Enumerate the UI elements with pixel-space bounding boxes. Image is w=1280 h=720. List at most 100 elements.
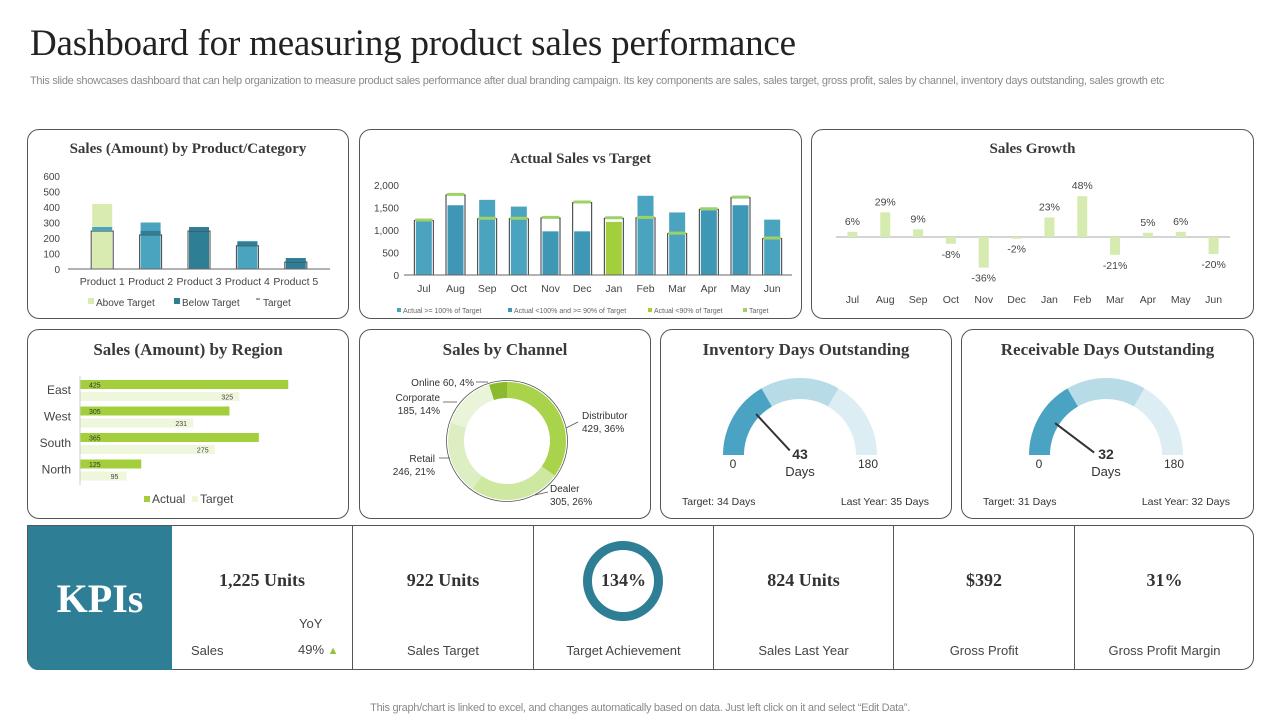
actual-bar [447,205,464,275]
data-label: 29% [875,196,896,208]
y-tick-label: 200 [43,234,60,245]
page-title: Dashboard for measuring product sales pe… [30,23,796,64]
x-tick-label: Feb [636,283,654,295]
legend-label: Above Target [96,298,155,309]
x-tick-label: Dec [573,283,592,295]
actual-vs-target-panel: Actual Sales vs Target 0 500 1,000 1,500 2,0… [359,129,802,319]
gauge-last-year-text: Last Year: 35 Days [841,496,929,508]
x-tick-label: Product 2 [128,276,173,288]
actual-bar [80,433,259,442]
y-tick-label: 100 [43,250,60,261]
inventory-gauge: 0 180 43 Days Target: 34 Days Last Year: 35 D… [682,378,929,508]
data-label: 6% [1173,216,1188,228]
kpi-strip: KPIs 1,225 Units YoY Sales 49% ▲ 922 Uni… [27,525,1254,670]
x-tick-label: Aug [876,294,895,306]
gauge-value: 43 [792,446,808,462]
legend-swatch [743,308,747,312]
actual-bar [542,231,559,275]
donut-slice [450,384,494,428]
actual-bar [764,219,781,275]
slice-value: 185, 14% [398,406,440,417]
actual-bar [605,221,622,275]
gauge-band [1029,388,1078,455]
x-tick-label: Apr [701,283,718,295]
x-tick-label: Feb [1073,294,1091,306]
growth-bar [1011,237,1022,239]
actual-bar [285,259,306,269]
slice-label: Online 60, 4% [411,378,474,389]
gauge-unit: Days [1091,464,1121,479]
gauge-band [723,388,772,455]
product-sales-panel: Sales (Amount) by Product/Category 0 100 2… [27,129,349,319]
target-marker [668,231,687,235]
growth-bar [1044,217,1055,237]
target-marker [92,227,113,232]
actual-bar [732,205,749,275]
data-label: -20% [1201,259,1226,271]
growth-bar [1110,237,1121,255]
y-tick-label: 1,000 [374,226,399,237]
target-marker [140,230,161,235]
growth-bar [1142,232,1153,237]
growth-bar [913,229,924,237]
x-tick-label: Product 4 [225,276,270,288]
product-sales-chart: 0 100 200 300 400 500 600 Product 1 Product 2 Pro… [43,172,330,309]
sales-channel-panel: Sales by Channel Distributor 429, 36% Deal… [359,329,651,519]
target-marker [478,216,497,220]
receivable-gauge: 0 180 32 Days Target: 31 Days Last Year: 32 D… [983,378,1230,508]
gauge-needle [1054,422,1095,454]
kpi-value: $392 [966,570,1002,590]
x-tick-label: Apr [1140,294,1157,306]
x-tick-label: Mar [1106,294,1125,306]
region-sales-chart: East 425 325 West 305 231 South 365 275 North 125 9… [40,376,289,506]
x-tick-label: Oct [511,283,527,295]
sales-growth-title: Sales Growth [989,141,1076,157]
kpi-gross-profit-margin: 31% Gross Profit Margin [1074,526,1254,670]
inventory-days-panel: Inventory Days Outstanding 0 180 43 Days Tar… [660,329,952,519]
kpi-sales: 1,225 Units YoY Sales 49% ▲ [172,526,352,670]
channel-chart-title: Sales by Channel [442,340,568,359]
x-tick-label: Nov [974,294,993,306]
gauge-band [1067,378,1145,407]
actual-bar [479,199,496,275]
target-marker [604,216,623,220]
kpi-yoy-value: 49% ▲ [298,642,339,657]
donut-slice [448,422,482,489]
donut-outline [446,380,568,502]
x-tick-label: Product 1 [80,276,125,288]
donut-slice [472,466,555,500]
kpi-label: Sales Last Year [758,643,849,658]
kpi-gross-profit: $392 Gross Profit [893,526,1074,670]
growth-bar [847,231,858,237]
legend-label: Target [263,298,291,309]
growth-bar [1077,196,1088,237]
leader-line [565,421,579,429]
data-label: 125 [89,462,101,469]
x-tick-label: Jun [1205,294,1222,306]
legend-swatch [648,308,652,312]
gauge-target-text: Target: 34 Days [682,496,756,508]
kpi-label: Gross Profit [949,643,1019,658]
actual-bar [80,380,289,389]
gauge-band [1134,388,1183,455]
donut-slice [489,382,507,401]
y-tick-label: 0 [54,265,60,276]
slice-label: Corporate [396,393,441,404]
y-category-label: West [44,410,72,424]
data-label: 365 [89,436,101,443]
data-label: 5% [1140,217,1155,229]
legend-label: Actual <100% and >= 90% of Target [514,308,626,315]
kpi-badge: KPIs [28,526,172,670]
legend-swatch-below [174,298,180,304]
x-tick-label: Product 3 [177,276,222,288]
actual-bar [574,231,591,275]
legend-swatch [397,308,401,312]
slice-value: 305, 26% [550,497,592,508]
target-marker [636,215,655,219]
actual-vs-target-chart: 0 500 1,000 1,500 2,000 Jul Aug Sep Oct Nov Dec Jan… [374,181,792,315]
slice-value: 246, 21% [393,467,435,478]
target-marker [541,215,560,219]
actual-vs-target-title: Actual Sales vs Target [509,151,652,167]
data-label: 305 [89,409,101,416]
sales-growth-panel: Sales Growth 6% Jul 29% Aug 9% Sep -8% Oct -36% N… [811,129,1254,319]
